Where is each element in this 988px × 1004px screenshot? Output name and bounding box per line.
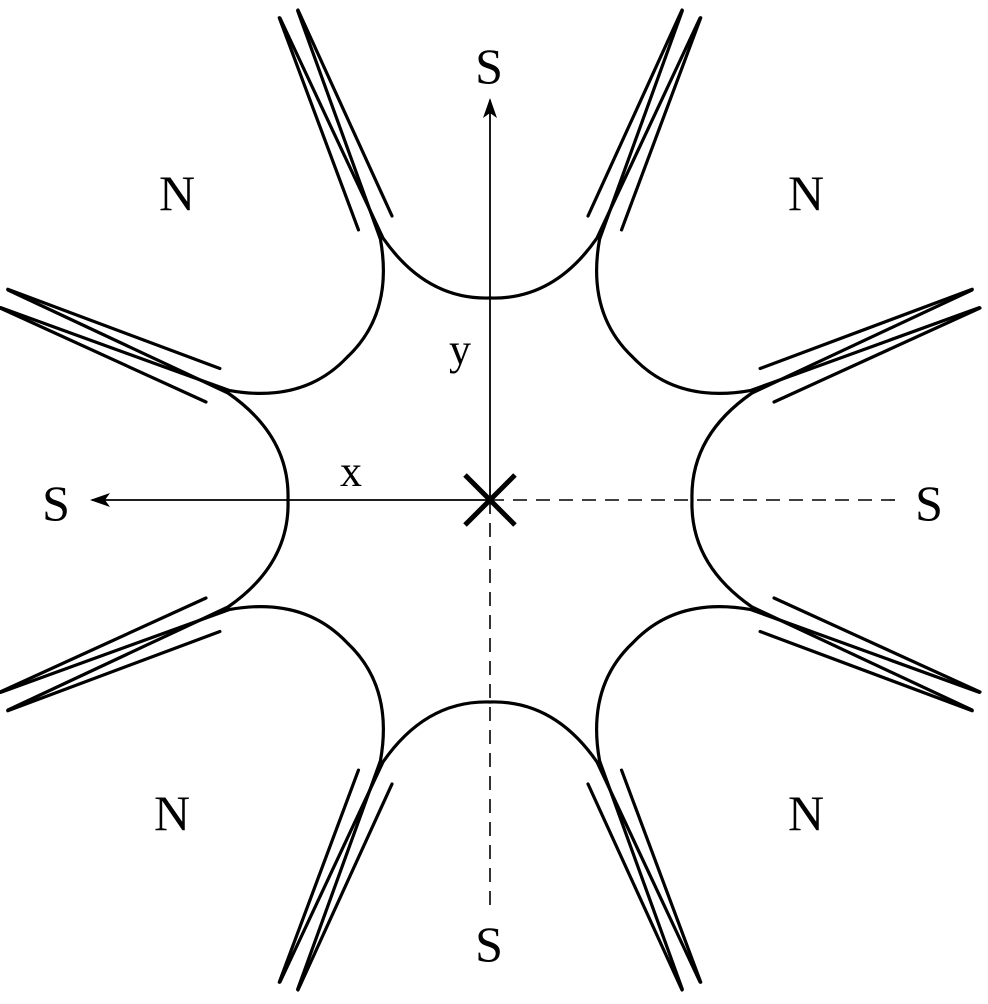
pole-faces xyxy=(0,8,982,992)
label-pole-top: S xyxy=(475,38,503,94)
axis-labels: x y xyxy=(340,325,471,496)
coordinate-axes xyxy=(90,98,900,912)
label-pole-top-right: N xyxy=(788,165,824,221)
center-cross-icon xyxy=(463,473,517,527)
pole-bottom-right xyxy=(595,605,981,991)
axis-label-y: y xyxy=(449,325,471,374)
pole-top-right xyxy=(595,9,981,395)
pole-bottom xyxy=(278,700,702,992)
label-pole-bottom-left: N xyxy=(154,785,190,841)
label-pole-right: S xyxy=(915,475,943,531)
label-pole-top-left: N xyxy=(159,165,195,221)
pole-right xyxy=(690,288,982,712)
pole-top-left xyxy=(0,9,385,395)
label-pole-left: S xyxy=(42,475,70,531)
axis-label-x: x xyxy=(340,447,362,496)
label-pole-bottom-right: N xyxy=(788,785,824,841)
pole-labels: S S S S N N N N xyxy=(42,38,943,972)
pole-bottom-left xyxy=(0,605,385,991)
label-pole-bottom: S xyxy=(475,916,503,972)
